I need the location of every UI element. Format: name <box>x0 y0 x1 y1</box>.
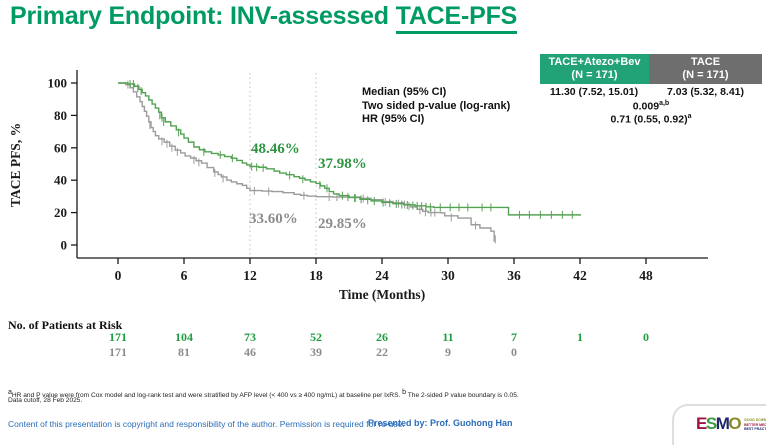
risk-count: 22 <box>376 345 388 359</box>
median-value-atezo: 11.30 (7.52, 15.01) <box>549 86 639 98</box>
title-prefix: Primary Endpoint: INV-assessed <box>10 2 396 30</box>
hr-label: HR (95% CI) <box>362 113 425 125</box>
axes <box>71 70 708 264</box>
km-curve-tace-atezo-bev <box>118 79 582 219</box>
risk-count: 9 <box>445 345 451 359</box>
hr-value: 0.71 (0.55, 0.92)a <box>540 113 762 126</box>
esmo-letter: M <box>715 414 730 433</box>
column-name: TACE <box>690 56 721 68</box>
risk-count: 1 <box>577 330 583 344</box>
page-title: Primary Endpoint: INV-assessed TACE-PFS <box>10 2 517 34</box>
footnote-sup-b: b <box>402 389 407 396</box>
svg-text:40: 40 <box>54 173 67 188</box>
landmark-label: 29.85% <box>318 216 367 232</box>
hr-number: 0.71 (0.55, 0.92) <box>610 113 688 126</box>
stats-header-tace-atezo-bev: TACE+Atezo+Bev (N = 171) <box>540 54 649 84</box>
risk-count: 26 <box>376 330 388 344</box>
landmark-annotations: 48.46% 37.98% 33.60% 29.85% <box>249 141 367 232</box>
column-n: (N = 171) <box>682 69 729 81</box>
svg-text:48: 48 <box>639 268 653 283</box>
svg-text:100: 100 <box>48 76 68 91</box>
km-curve-tace <box>118 80 496 244</box>
esmo-logo: ESMO GOOD SCIENCEBETTER MEDICINEBEST PRA… <box>696 415 766 432</box>
svg-text:36: 36 <box>507 268 521 283</box>
esmo-tagline: BETTER MEDICINE <box>744 422 766 427</box>
esmo-logo-card: ESMO GOOD SCIENCEBETTER MEDICINEBEST PRA… <box>672 404 766 445</box>
y-axis-title: TACE PFS, % <box>8 123 23 207</box>
reference-lines <box>249 73 317 258</box>
svg-text:0: 0 <box>115 268 122 283</box>
censor-ticks <box>127 80 496 244</box>
median-value-tace: 7.03 (5.32, 8.41) <box>666 86 745 98</box>
risk-count: 104 <box>175 330 193 344</box>
risk-count: 0 <box>643 330 649 344</box>
title-underlined: TACE-PFS <box>395 2 517 34</box>
svg-text:60: 60 <box>54 140 67 155</box>
risk-count: 11 <box>442 330 454 344</box>
censor-ticks <box>129 79 573 219</box>
column-name: TACE+Atezo+Bev <box>548 56 641 68</box>
svg-text:24: 24 <box>375 268 389 283</box>
risk-count: 46 <box>244 345 256 359</box>
esmo-letter: E <box>696 414 707 433</box>
copyright-notice: Content of this presentation is copyrigh… <box>8 419 405 429</box>
risk-count: 52 <box>310 330 322 344</box>
landmark-label: 48.46% <box>251 141 300 157</box>
risk-count: 171 <box>109 345 127 359</box>
svg-text:0: 0 <box>61 238 68 253</box>
svg-text:42: 42 <box>573 268 587 283</box>
risk-count: 0 <box>511 345 517 359</box>
median-label: Median (95% CI) <box>362 86 447 98</box>
landmark-label: 33.60% <box>249 211 298 227</box>
x-axis-title: Time (Months) <box>339 287 425 302</box>
pvalue-value: 0.009a,b <box>540 100 762 113</box>
svg-text:12: 12 <box>243 268 257 283</box>
patients-at-risk-label: No. of Patients at Risk <box>8 318 123 332</box>
pvalue-label: Two sided p-value (log-rank) <box>362 100 511 112</box>
esmo-tagline: BEST PRACTICE <box>744 427 766 432</box>
esmo-letter: O <box>728 414 741 433</box>
landmark-label: 37.98% <box>318 156 367 172</box>
footnote-text-2: The 2-sided P value boundary is 0.05. <box>406 392 519 400</box>
risk-count: 171 <box>109 330 127 344</box>
risk-count: 81 <box>178 345 190 359</box>
svg-text:30: 30 <box>441 268 455 283</box>
svg-text:80: 80 <box>54 108 67 123</box>
svg-text:6: 6 <box>181 268 188 283</box>
svg-text:18: 18 <box>309 268 323 283</box>
presented-by: Presented by: Prof. Guohong Han <box>368 418 513 428</box>
footnote-line1: aHR and P value were from Cox model and … <box>8 389 519 400</box>
axis-labels: 0 20 40 60 80 100 0 6 12 18 24 30 36 42 48 Time (Months… <box>8 76 653 303</box>
footnote-data-cutoff: Data cutoff, 28 Feb 2025. <box>8 397 83 404</box>
footnote-text-1: HR and P value were from Cox model and l… <box>11 392 403 400</box>
esmo-logo-letters: ESMO <box>696 414 742 433</box>
stats-header-tace: TACE (N = 171) <box>649 54 762 84</box>
hr-superscript: a <box>687 113 692 120</box>
risk-count: 7 <box>511 330 517 344</box>
esmo-tagline: GOOD SCIENCE <box>744 418 766 422</box>
esmo-logo-taglines: GOOD SCIENCEBETTER MEDICINEBEST PRACTICE <box>744 418 766 432</box>
footnote-sup-a: a <box>8 389 12 396</box>
risk-count: 39 <box>310 345 322 359</box>
risk-count: 73 <box>244 330 256 344</box>
svg-text:20: 20 <box>54 205 67 220</box>
column-n: (N = 171) <box>571 69 618 81</box>
pvalue-number: 0.009 <box>632 100 660 113</box>
esmo-letter: S <box>705 414 717 433</box>
pvalue-superscript: a,b <box>659 100 670 107</box>
